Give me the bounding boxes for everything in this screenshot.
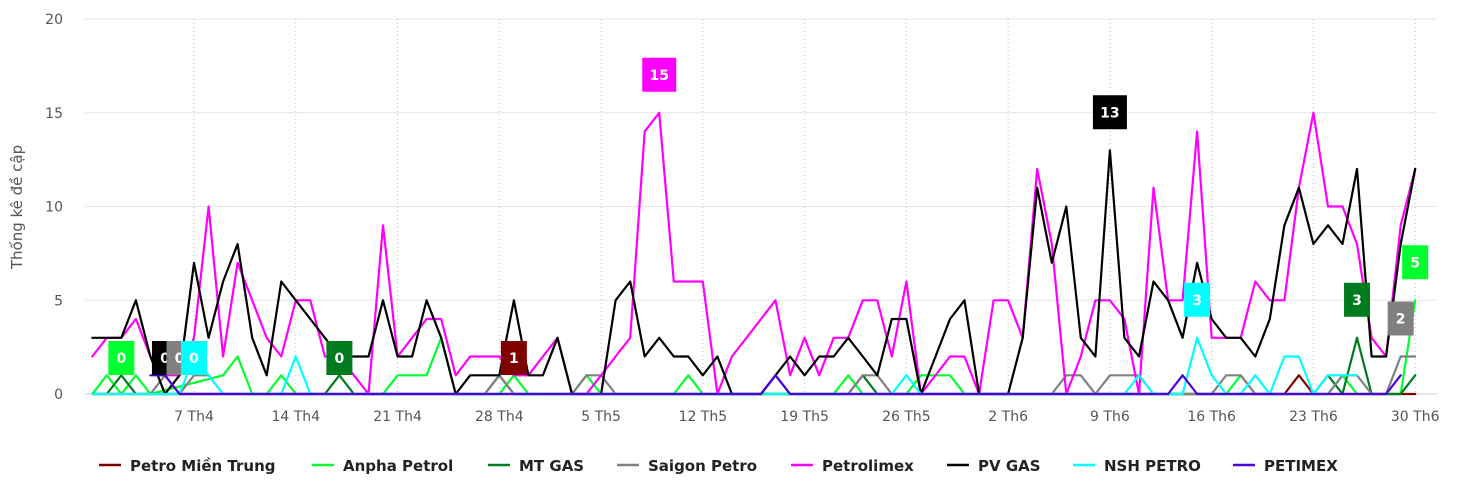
x-tick-label: 23 Th6 [1289,409,1338,425]
x-tick-label: 30 Th6 [1391,409,1440,425]
series-line-petrolimex[interactable] [91,111,1417,396]
flag-text: 3 [1192,293,1202,309]
x-tick-label: 7 Th4 [174,409,214,425]
flag-text: 0 [335,351,345,367]
legend-label: PETIMEX [1264,457,1338,475]
legend-label: MT GAS [519,457,584,475]
legend-label: Petro Miền Trung [130,456,275,475]
legend-item[interactable]: PETIMEX [1233,457,1338,475]
flag-text: 5 [1410,255,1420,271]
x-tick-label: 9 Th6 [1090,409,1130,425]
flag-text: 13 [1100,105,1119,121]
legend-item[interactable]: Petro Miền Trung [99,456,275,475]
flag-label: 5 [1402,245,1429,280]
flag-text: 1 [509,351,519,367]
x-tick-label: 12 Th5 [679,409,728,425]
flag-box [326,341,353,375]
flag-text: 3 [1352,293,1362,309]
flag-text: 0 [189,351,199,367]
flag-text: 2 [1396,312,1406,328]
legend-item[interactable]: Saigon Petro [617,457,757,475]
series-line-petro-miền-trung[interactable] [91,374,1417,396]
flag-box [181,341,208,375]
flag-label: 0 [326,341,353,375]
x-tick-label: 21 Th4 [373,409,422,425]
x-tick-label: 19 Th5 [780,409,829,425]
legend-label: Anpha Petrol [343,457,453,475]
flag-box [108,341,135,375]
legend-item[interactable]: Anpha Petrol [312,457,453,475]
y-tick-label: 10 [45,200,63,216]
flag-text: 0 [175,351,185,367]
flag-label: 3 [1184,282,1211,317]
y-axis: 0 5 10 15 20 [45,12,63,403]
y-axis-title: Thống kê đề cập [8,145,26,270]
legend-label: Saigon Petro [648,457,757,475]
flag-box [1092,95,1127,130]
x-tick-label: 14 Th4 [271,409,320,425]
flag-box [1387,301,1414,336]
series-lines[interactable] [91,111,1417,396]
legend-item[interactable]: PV GAS [947,457,1041,475]
legend[interactable]: Petro Miền Trung Anpha Petrol MT GAS Saigon… [99,456,1338,475]
y-tick-label: 20 [45,12,63,28]
flag-label: 3 [1344,282,1371,317]
flag-box [1184,282,1211,317]
legend-label: NSH PETRO [1104,457,1201,475]
x-axis: 7 Th4 14 Th4 21 Th4 28 Th4 5 Th5 12 Th5 19 Th5… [174,409,1439,425]
x-tick-label: 2 Th6 [988,409,1028,425]
flag-box [642,57,677,92]
legend-item[interactable]: NSH PETRO [1073,457,1201,475]
flag-text: 0 [160,351,170,367]
legend-label: Petrolimex [822,457,914,475]
legend-item[interactable]: Petrolimex [791,457,914,475]
y-tick-label: 0 [54,387,63,403]
legend-label: PV GAS [978,457,1041,475]
flag-box [500,341,527,375]
x-tick-label: 26 Th5 [882,409,931,425]
series-line-petimex[interactable] [149,374,1402,396]
x-tick-label: 16 Th6 [1187,409,1236,425]
flag-label: 2 [1387,301,1414,336]
flag-box [1402,245,1429,280]
flag-text: 15 [649,68,668,84]
flag-box [1344,282,1371,317]
flag-label: 15 [642,57,677,92]
y-tick-label: 5 [54,293,63,309]
y-tick-label: 15 [45,106,63,122]
legend-item[interactable]: MT GAS [488,457,584,475]
x-tick-label: 28 Th4 [475,409,524,425]
series-line-anpha-petrol[interactable] [91,299,1417,396]
flag-text: 0 [116,351,126,367]
flag-label: 0 [108,341,135,375]
x-tick-label: 5 Th5 [581,409,621,425]
series-line-mt-gas[interactable] [91,336,1417,396]
flag-label: 0 [181,341,208,375]
flag-label: 1 [500,341,527,375]
series-line-pv-gas[interactable] [91,149,1417,396]
flag-label: 13 [1092,95,1127,130]
series-line-nsh-petro[interactable] [91,336,1359,396]
